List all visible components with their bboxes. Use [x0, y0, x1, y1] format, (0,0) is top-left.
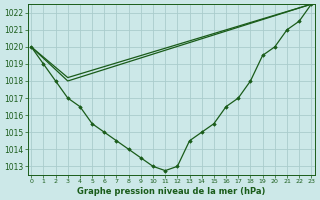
X-axis label: Graphe pression niveau de la mer (hPa): Graphe pression niveau de la mer (hPa)	[77, 187, 266, 196]
